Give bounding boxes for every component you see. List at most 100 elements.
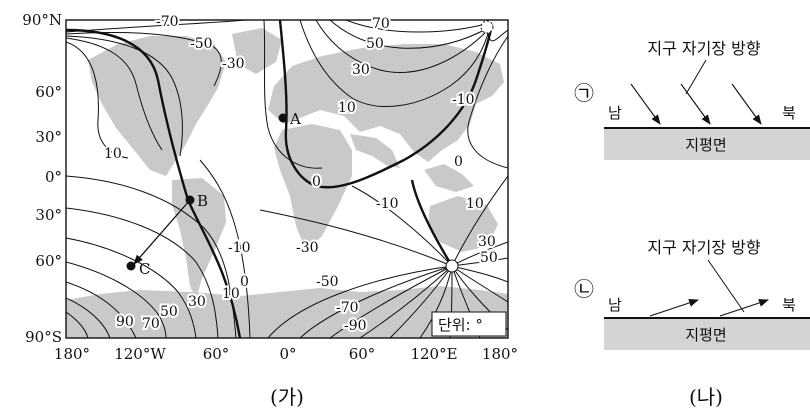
- contour-line: [66, 32, 222, 87]
- contour-label: -10: [228, 240, 251, 256]
- contour-line: [66, 20, 247, 33]
- contour-line: [66, 281, 137, 338]
- contour-label: -10: [452, 92, 475, 108]
- y-tick-label: 90°S: [25, 328, 62, 346]
- y-tick-label: 60°: [35, 252, 62, 270]
- point-c-dot: [126, 261, 136, 271]
- contour-line: [66, 207, 219, 338]
- contour-label: 0: [312, 174, 321, 190]
- contour-line: [66, 297, 111, 338]
- contour-line: [299, 20, 491, 108]
- contour-line: [329, 265, 453, 338]
- contour-line: [66, 311, 89, 338]
- contour-line: [351, 185, 453, 267]
- continent-southeast-asia: [424, 164, 474, 192]
- contour-line: [359, 265, 453, 338]
- contour-label: 10: [466, 196, 484, 212]
- contour-line: [329, 20, 489, 49]
- contour-label: -50: [316, 274, 339, 290]
- panel-a-caption: (가): [270, 385, 304, 409]
- contour-label: -50: [190, 36, 213, 52]
- contour-line: [66, 261, 167, 338]
- contour-line-zero-north: [278, 20, 494, 189]
- case-1-south-label: 남: [608, 104, 622, 122]
- case-2-arrow: [719, 299, 769, 317]
- case-2-leader-line: [707, 259, 745, 313]
- case-1-arrow: [680, 83, 711, 125]
- contour-label: 10: [104, 146, 122, 162]
- contour-label: -30: [296, 240, 319, 256]
- case-2-diagram: ㉡ 지구 자기장 방향 남 북 지평면: [574, 238, 810, 350]
- contour-line: [66, 41, 129, 159]
- case-2-ground: [604, 318, 810, 350]
- contour-labels: -70 -50 -30 10 0 70 50 30 10 -10 0 -10 1…: [102, 12, 500, 336]
- contour-line: [389, 265, 453, 338]
- observation-points: A B C: [126, 110, 301, 278]
- x-tick-label: 60°: [349, 345, 376, 363]
- x-tick-label: 0°: [279, 345, 296, 363]
- point-c-label: C: [139, 260, 150, 278]
- contour-line: [467, 35, 508, 169]
- x-tick-label: 120°W: [114, 345, 166, 363]
- continent-australia: [428, 196, 498, 252]
- case-1-title: 지구 자기장 방향: [647, 39, 760, 58]
- contour-line: [267, 265, 453, 338]
- contour-label: -30: [222, 56, 245, 72]
- contour-line-zero-west: [66, 28, 242, 338]
- continent-south-asia: [350, 134, 400, 168]
- continents: [66, 28, 508, 338]
- x-tick-label: 60°: [203, 345, 230, 363]
- contour-label: 30: [478, 234, 496, 250]
- contour-lines: [66, 20, 508, 338]
- contour-label: 10: [338, 100, 356, 116]
- unit-box: 단위: °: [431, 311, 507, 337]
- point-a-dot: [278, 113, 288, 123]
- contour-label: 0: [240, 274, 249, 290]
- point-a-label: A: [289, 110, 301, 128]
- y-tick-label: 90°N: [22, 11, 62, 29]
- contour-label: 50: [160, 304, 178, 320]
- contour-label: -10: [376, 196, 399, 212]
- y-tick-label: 60°: [35, 83, 62, 101]
- contour-line: [299, 265, 453, 338]
- contour-label: -70: [336, 300, 359, 316]
- point-b-label: B: [197, 192, 208, 210]
- continent-greenland: [232, 28, 282, 74]
- continent-south-america: [172, 178, 226, 300]
- south-magnetic-pole-marker: [445, 259, 459, 273]
- unit-box-text: 단위: °: [438, 316, 483, 334]
- field-direction-panel: ㉠ 지구 자기장 방향 남 북 지평면 ㉡ 지구 자기장 방향 남 북 지평면 …: [574, 39, 810, 409]
- contour-label: -90: [344, 318, 367, 334]
- contour-line: [259, 209, 453, 267]
- panel-b-caption: (나): [689, 385, 723, 409]
- point-b-dot: [185, 195, 195, 205]
- contour-label: 50: [480, 250, 498, 266]
- case-1-marker: ㉠: [574, 81, 594, 105]
- contour-label: 30: [352, 62, 370, 78]
- contour-line: [66, 237, 197, 338]
- contour-label: 0: [454, 154, 463, 170]
- case-2-arrow: [649, 299, 699, 317]
- case-1-arrow: [630, 83, 661, 125]
- x-axis-ticks: 180° 120°W 60° 0° 60° 120°E 180°: [54, 345, 518, 363]
- continent-antarctica: [66, 286, 508, 338]
- x-tick-label: 120°E: [410, 345, 457, 363]
- case-1-diagram: ㉠ 지구 자기장 방향 남 북 지평면: [574, 39, 810, 160]
- contour-label: 70: [142, 316, 160, 332]
- continent-north-america: [88, 36, 226, 176]
- contour-line: [263, 20, 323, 169]
- contour-line: [451, 175, 508, 267]
- continent-africa: [274, 124, 352, 250]
- map-panel: -70 -50 -30 10 0 70 50 30 10 -10 0 -10 1…: [22, 11, 518, 409]
- x-tick-label: 180°: [54, 345, 90, 363]
- contour-label: 10: [222, 286, 240, 302]
- case-2-title: 지구 자기장 방향: [647, 238, 760, 257]
- contour-line-zero-south: [410, 179, 454, 267]
- y-tick-label: 30°: [35, 206, 62, 224]
- case-1-arrow: [731, 83, 762, 125]
- contour-label: 90: [116, 314, 134, 330]
- contour-line: [419, 265, 453, 338]
- case-2-surface-label: 지평면: [685, 326, 726, 344]
- contour-label: -70: [156, 14, 179, 30]
- contour-line: [66, 35, 183, 157]
